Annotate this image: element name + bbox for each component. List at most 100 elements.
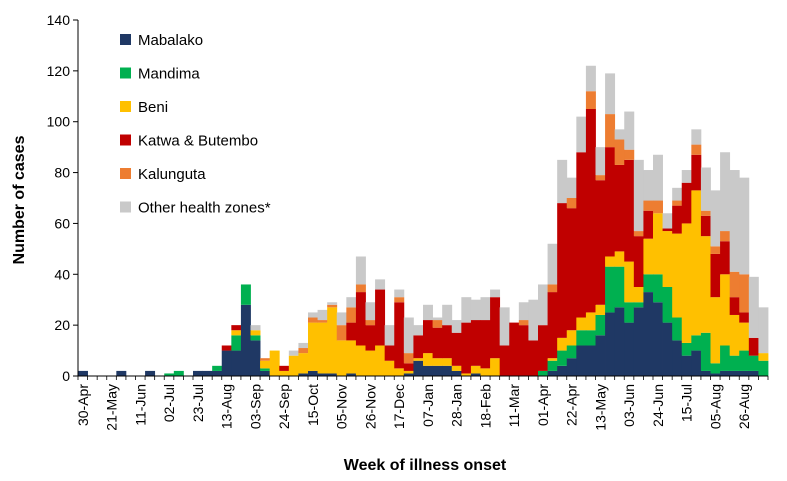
bar-5-week-68: [729, 170, 740, 272]
bar-5-week-57: [624, 111, 635, 150]
bar-1-week-67: [720, 345, 731, 371]
bar-3-week-41: [470, 320, 481, 366]
bar-4-week-69: [739, 274, 750, 313]
bar-5-week-60: [653, 154, 663, 201]
bar-2-week-35: [413, 358, 424, 361]
bar-2-week-21: [279, 370, 290, 376]
bar-2-week-41: [470, 365, 481, 374]
bar-3-week-40: [461, 322, 472, 374]
bar-3-week-57: [624, 159, 635, 262]
bar-0-week-56: [614, 307, 625, 376]
bar-3-week-67: [720, 241, 731, 275]
bar-5-week-46: [518, 302, 529, 321]
bar-2-week-31: [375, 345, 386, 376]
x-tick-label: 03-Sep: [247, 384, 263, 429]
bar-2-week-55: [605, 256, 616, 267]
x-axis-title: Week of illness onset: [344, 457, 507, 474]
bar-3-week-21: [279, 365, 290, 371]
bar-3-week-65: [700, 215, 711, 237]
bar-5-week-66: [710, 190, 721, 247]
bar-3-week-58: [633, 236, 644, 287]
bar-5-week-59: [643, 170, 654, 201]
bar-3-week-69: [739, 312, 750, 323]
bar-5-week-26: [327, 302, 338, 305]
bar-5-week-44: [499, 307, 510, 346]
bar-4-week-67: [720, 231, 731, 242]
bar-5-week-37: [432, 317, 443, 321]
legend-label: Kalunguta: [138, 166, 206, 183]
x-tick-label: 23-Jul: [190, 384, 206, 422]
bar-5-week-24: [308, 312, 318, 318]
bar-1-week-48: [538, 370, 548, 376]
bar-5-week-48: [538, 284, 548, 326]
x-tick-label: 22-Apr: [564, 384, 580, 426]
bar-0-week-41: [470, 373, 481, 376]
bar-5-week-18: [250, 325, 261, 331]
bar-1-week-55: [605, 266, 616, 313]
bar-2-week-26: [327, 307, 338, 374]
bar-0-week-39: [451, 370, 462, 376]
bar-4-week-60: [653, 200, 663, 214]
bar-3-week-15: [221, 345, 232, 351]
bar-3-week-56: [614, 164, 625, 252]
bar-4-week-51: [566, 198, 577, 209]
bar-3-week-54: [595, 180, 606, 305]
y-tick-label: 0: [62, 368, 70, 384]
bars-layer: [78, 65, 769, 376]
bar-1-week-69: [739, 350, 750, 371]
bar-4-week-56: [614, 139, 625, 165]
x-tick-label: 05-Nov: [334, 384, 350, 429]
axes: [73, 19, 769, 380]
bar-5-week-47: [528, 299, 539, 341]
bar-2-week-67: [720, 274, 731, 346]
bar-4-week-62: [672, 200, 683, 206]
x-tick-label: 15-Oct: [305, 384, 321, 426]
y-tick-labels: 0 20 40 60 80 100 120 140: [47, 12, 71, 384]
bar-3-week-55: [605, 147, 616, 257]
bar-0-week-34: [403, 373, 414, 376]
bar-4-week-57: [624, 149, 635, 160]
bar-1-week-51: [566, 345, 577, 359]
bar-3-week-28: [346, 322, 357, 341]
bar-0-week-15: [221, 350, 232, 376]
bar-4-week-65: [700, 210, 711, 216]
bar-1-week-59: [643, 274, 654, 293]
bar-4-week-37: [432, 320, 443, 328]
bar-3-week-35: [413, 335, 424, 359]
y-tick-label: 40: [54, 266, 70, 282]
bar-2-week-54: [595, 304, 606, 315]
bar-4-week-58: [633, 231, 644, 237]
x-tick-label: 21-May: [104, 384, 120, 431]
bar-1-week-64: [691, 335, 702, 351]
bar-5-week-53: [585, 65, 596, 92]
bar-5-week-39: [451, 320, 462, 333]
bar-2-week-52: [576, 317, 587, 331]
legend: Mabalako Mandima Beni Katwa & Butembo Kalung…: [120, 32, 271, 217]
bar-5-week-50: [557, 159, 568, 204]
bar-3-week-16: [231, 325, 242, 331]
bar-2-week-51: [566, 330, 577, 346]
bar-4-week-19: [260, 358, 271, 361]
bar-3-week-48: [538, 325, 548, 371]
bar-3-week-64: [691, 154, 702, 191]
bar-2-week-25: [317, 322, 328, 374]
bar-0-week-7: [145, 370, 156, 376]
legend-label: Mandima: [138, 66, 200, 83]
bar-2-week-23: [298, 353, 309, 374]
bar-1-week-19: [260, 368, 271, 371]
bar-0-week-57: [624, 322, 635, 376]
bar-4-week-68: [729, 271, 740, 298]
bar-1-week-49: [547, 360, 558, 371]
y-tick-label: 20: [54, 317, 70, 333]
bar-5-week-71: [758, 307, 769, 354]
bar-4-week-46: [518, 320, 529, 326]
bar-5-week-52: [576, 116, 587, 153]
bar-2-week-69: [739, 322, 750, 351]
bar-1-week-60: [653, 274, 663, 303]
bar-5-week-33: [394, 289, 405, 298]
bar-0-week-16: [231, 350, 242, 376]
bar-5-week-35: [413, 325, 424, 336]
bar-5-week-32: [384, 325, 395, 346]
bar-1-week-66: [710, 363, 721, 374]
bar-3-week-53: [585, 109, 596, 313]
